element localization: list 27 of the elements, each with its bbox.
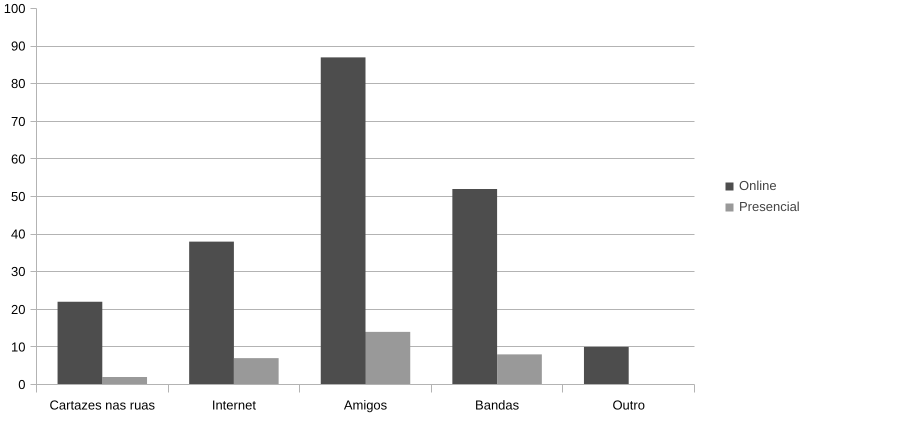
bar bbox=[189, 242, 234, 384]
y-tick-label: 30 bbox=[11, 264, 26, 280]
y-tick-label: 60 bbox=[11, 151, 26, 166]
y-tick-label: 90 bbox=[11, 38, 26, 54]
legend-label: Online bbox=[739, 178, 777, 193]
y-tick-label: 40 bbox=[11, 226, 26, 242]
bar bbox=[58, 302, 102, 384]
x-tick-label: Internet bbox=[212, 398, 256, 412]
y-tick-label: 10 bbox=[11, 339, 26, 354]
x-tick-label: Amigos bbox=[344, 398, 388, 412]
y-tick-label: 0 bbox=[18, 377, 26, 392]
x-tick-label: Bandas bbox=[475, 398, 520, 412]
y-tick-label: 80 bbox=[11, 76, 26, 92]
bar bbox=[366, 332, 410, 384]
x-tick-label: Outro bbox=[612, 398, 645, 412]
y-tick-label: 20 bbox=[11, 302, 26, 317]
bar bbox=[320, 57, 366, 384]
legend-label: Presencial bbox=[739, 199, 800, 214]
bar bbox=[497, 354, 542, 384]
bar bbox=[234, 358, 279, 384]
bar bbox=[452, 188, 498, 384]
y-tick-label: 100 bbox=[4, 1, 26, 16]
bar bbox=[102, 376, 148, 384]
y-tick-label: 50 bbox=[11, 189, 26, 204]
y-tick-label: 70 bbox=[11, 114, 26, 129]
bar bbox=[584, 346, 629, 384]
x-tick-label: Cartazes nas ruas bbox=[50, 398, 156, 412]
